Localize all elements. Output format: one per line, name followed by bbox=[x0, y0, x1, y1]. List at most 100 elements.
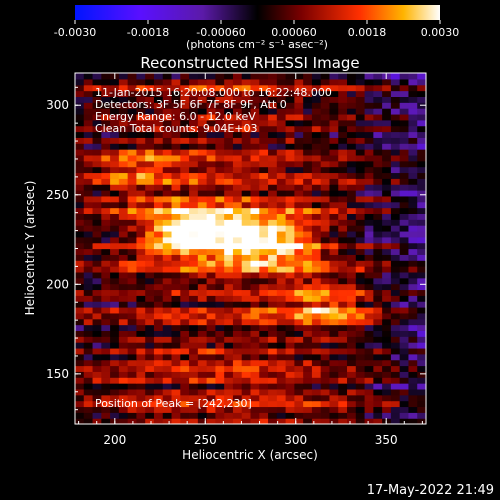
heatmap-cell bbox=[276, 371, 287, 378]
heatmap-cell bbox=[206, 108, 217, 115]
heatmap-cell bbox=[285, 406, 295, 413]
heatmap-cell bbox=[162, 207, 173, 214]
heatmap-cell bbox=[311, 377, 322, 384]
heatmap-cell bbox=[417, 154, 426, 162]
heatmap-cell bbox=[153, 295, 164, 302]
heatmap-cell bbox=[276, 260, 287, 267]
heatmap-cell bbox=[215, 73, 225, 80]
heatmap-cell bbox=[347, 172, 357, 179]
heatmap-cell bbox=[127, 347, 138, 355]
heatmap-cell bbox=[136, 365, 146, 372]
heatmap-cell bbox=[250, 312, 260, 320]
heatmap-cell bbox=[241, 190, 252, 197]
heatmap-cell bbox=[197, 307, 208, 314]
heatmap-cell bbox=[127, 330, 138, 337]
heatmap-cell bbox=[75, 312, 85, 320]
heatmap-cell bbox=[171, 301, 181, 308]
heatmap-cell bbox=[303, 418, 313, 424]
heatmap-cell bbox=[180, 353, 190, 361]
heatmap-cell bbox=[399, 207, 410, 214]
heatmap-cell bbox=[311, 336, 322, 343]
heatmap-cell bbox=[75, 271, 85, 279]
heatmap-cell bbox=[373, 113, 383, 121]
heatmap-cell bbox=[118, 365, 129, 372]
heatmap-cell bbox=[75, 347, 85, 355]
heatmap-cell bbox=[303, 149, 313, 156]
heatmap-cell bbox=[83, 108, 94, 115]
heatmap-cell bbox=[382, 383, 392, 390]
heatmap-cell bbox=[101, 102, 111, 109]
heatmap-cell bbox=[259, 254, 269, 261]
heatmap-cell bbox=[382, 277, 392, 285]
heatmap-cell bbox=[127, 394, 138, 402]
heatmap-cell bbox=[189, 230, 199, 238]
heatmap-cell bbox=[224, 283, 234, 291]
heatmap-cell bbox=[180, 131, 190, 138]
heatmap-cell bbox=[92, 219, 102, 226]
heatmap-cell bbox=[276, 277, 287, 285]
heatmap-cell bbox=[180, 242, 190, 250]
heatmap-cell bbox=[311, 213, 322, 220]
heatmap-cell bbox=[294, 160, 304, 168]
heatmap-cell bbox=[206, 236, 217, 244]
heatmap-cell bbox=[320, 201, 331, 209]
heatmap-cell bbox=[417, 178, 426, 185]
heatmap-cell bbox=[189, 201, 199, 209]
heatmap-cell bbox=[118, 172, 129, 179]
heatmap-cell bbox=[110, 400, 120, 408]
heatmap-cell bbox=[153, 347, 164, 355]
heatmap-cell bbox=[171, 271, 181, 279]
heatmap-cell bbox=[145, 84, 155, 92]
heatmap-cell bbox=[417, 225, 426, 232]
heatmap-cell bbox=[259, 195, 269, 203]
heatmap-cell bbox=[320, 213, 331, 220]
heatmap-cell bbox=[136, 219, 146, 226]
heatmap-cell bbox=[197, 324, 208, 331]
heatmap-cell bbox=[180, 406, 190, 413]
heatmap-cell bbox=[390, 418, 401, 424]
heatmap-cell bbox=[153, 190, 164, 197]
heatmap-cell bbox=[206, 154, 217, 162]
heatmap-cell bbox=[206, 119, 217, 127]
heatmap-cell bbox=[338, 160, 348, 168]
heatmap-cell bbox=[399, 353, 410, 361]
heatmap-cell bbox=[224, 400, 234, 408]
heatmap-cell bbox=[250, 219, 260, 226]
heatmap-cell bbox=[232, 418, 243, 424]
heatmap-cell bbox=[373, 96, 383, 103]
heatmap-cell bbox=[364, 254, 374, 261]
heatmap-cell bbox=[276, 184, 287, 191]
heatmap-cell bbox=[83, 172, 94, 179]
heatmap-cell bbox=[189, 102, 199, 109]
heatmap-cell bbox=[408, 131, 418, 138]
heatmap-cell bbox=[373, 324, 383, 331]
heatmap-cell bbox=[311, 73, 322, 80]
heatmap-cell bbox=[127, 225, 138, 232]
heatmap-cell bbox=[399, 84, 410, 92]
heatmap-cell bbox=[355, 371, 366, 378]
heatmap-cell bbox=[171, 289, 181, 296]
heatmap-cell bbox=[180, 73, 190, 80]
heatmap-cell bbox=[171, 377, 181, 384]
heatmap-cell bbox=[303, 388, 313, 396]
heatmap-cell bbox=[136, 108, 146, 115]
heatmap-cell bbox=[408, 394, 418, 402]
heatmap-cell bbox=[110, 301, 120, 308]
heatmap-cell bbox=[136, 84, 146, 92]
heatmap-cell bbox=[285, 260, 295, 267]
heatmap-cell bbox=[92, 108, 102, 115]
heatmap-cell bbox=[294, 383, 304, 390]
heatmap-cell bbox=[268, 342, 278, 349]
heatmap-cell bbox=[303, 184, 313, 191]
heatmap-cell bbox=[232, 295, 243, 302]
heatmap-cell bbox=[180, 149, 190, 156]
heatmap-cell bbox=[373, 190, 383, 197]
heatmap-cell bbox=[153, 271, 164, 279]
heatmap-cell bbox=[285, 184, 295, 191]
heatmap-cell bbox=[329, 359, 339, 367]
heatmap-cell bbox=[259, 73, 269, 80]
heatmap-cell bbox=[417, 312, 426, 320]
heatmap-cell bbox=[355, 277, 366, 285]
heatmap-cell bbox=[224, 307, 234, 314]
heatmap-cell bbox=[329, 96, 339, 103]
